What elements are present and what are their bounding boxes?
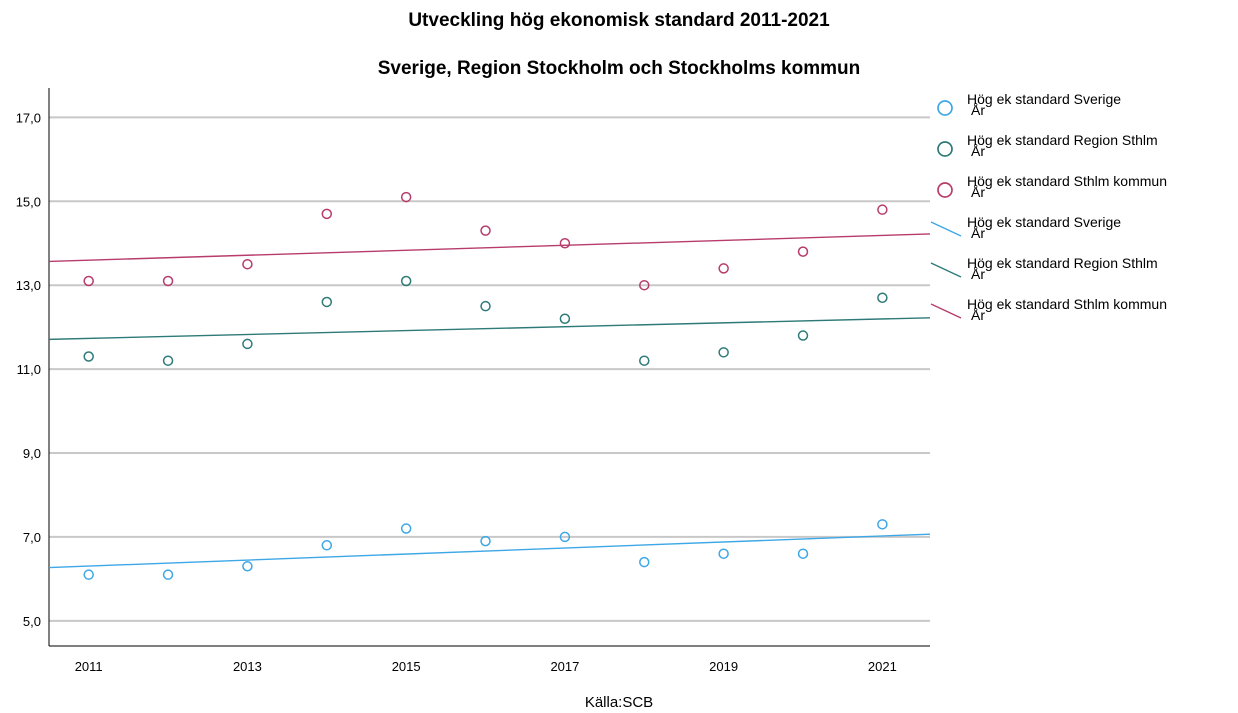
x-tick-label: 2013: [233, 659, 262, 674]
y-tick-label: 17,0: [16, 110, 41, 125]
y-tick-label: 13,0: [16, 278, 41, 293]
legend-marker-icon: [937, 100, 953, 116]
legend-sublabel: År: [971, 102, 985, 118]
data-point-series-1: [321, 296, 333, 308]
data-point-series-0: [321, 540, 333, 551]
y-tick-label: 7,0: [23, 530, 41, 545]
x-tick-label: 2019: [709, 659, 738, 674]
legend-sublabel: År: [971, 143, 985, 159]
data-point-series-2: [242, 258, 253, 270]
legend-label: Hög ek standard Region Sthlm: [967, 132, 1158, 148]
legend-line-icon: [930, 262, 962, 278]
data-point-series-2: [797, 246, 809, 257]
x-tick-label: 2017: [550, 659, 579, 674]
data-point-series-2: [162, 275, 174, 287]
data-point-series-1: [162, 355, 174, 366]
data-point-series-2: [718, 263, 729, 274]
legend-marker-icon: [937, 141, 953, 157]
data-point-series-0: [559, 531, 571, 543]
data-point-series-1: [480, 300, 491, 312]
x-tick-label: 2021: [868, 659, 897, 674]
data-point-series-0: [162, 569, 174, 580]
legend-item: Hög ek standard Region Sthlm År: [930, 133, 1238, 174]
data-point-series-0: [639, 556, 650, 568]
legend-item: Hög ek standard Sverige År: [930, 215, 1238, 256]
legend-label: Hög ek standard Sthlm kommun: [967, 173, 1167, 189]
legend-item: Hög ek standard Region Sthlm År: [930, 256, 1238, 297]
source-note: Källa:SCB: [584, 694, 654, 711]
data-point-series-2: [559, 237, 571, 249]
y-tick-label: 5,0: [23, 614, 41, 629]
y-tick-label: 11,0: [17, 362, 41, 377]
legend-item: Hög ek standard Sverige År: [930, 92, 1238, 133]
data-point-series-2: [400, 191, 412, 203]
legend-label: Hög ek standard Region Sthlm: [967, 255, 1158, 271]
data-point-series-1: [718, 347, 729, 358]
legend-line-icon: [930, 221, 962, 237]
data-point-series-1: [877, 292, 888, 304]
data-point-series-2: [639, 279, 650, 291]
data-point-series-1: [559, 313, 571, 325]
legend-marker-icon: [937, 182, 953, 198]
data-point-series-0: [480, 535, 491, 547]
legend-item: Hög ek standard Sthlm kommun År: [930, 174, 1238, 215]
data-point-series-0: [797, 548, 809, 559]
legend-item: Hög ek standard Sthlm kommun År: [930, 297, 1238, 338]
legend-sublabel: År: [971, 266, 985, 282]
data-point-series-1: [242, 338, 253, 350]
legend-sublabel: År: [971, 225, 985, 241]
data-point-series-0: [83, 569, 94, 580]
chart-legend: Hög ek standard Sverige År Hög ek standard…: [930, 92, 1238, 338]
data-point-series-1: [83, 351, 94, 362]
data-point-series-0: [242, 561, 253, 572]
data-point-series-2: [83, 275, 94, 287]
x-tick-label: 2011: [75, 659, 103, 674]
data-point-series-1: [797, 330, 809, 341]
data-point-series-0: [400, 523, 412, 534]
data-point-series-0: [718, 548, 729, 559]
y-tick-label: 15,0: [16, 194, 41, 209]
x-tick-label: 2015: [392, 659, 421, 674]
data-point-series-2: [480, 225, 491, 236]
legend-label: Hög ek standard Sverige: [967, 214, 1122, 230]
data-point-series-2: [321, 208, 333, 220]
fit-line-series-0: [48, 533, 931, 569]
legend-sublabel: År: [971, 184, 985, 200]
data-point-series-2: [877, 204, 888, 215]
data-point-series-1: [400, 275, 412, 287]
chart-subtitle: Sverige, Region Stockholm och Stockholms…: [377, 58, 861, 79]
legend-label: Hög ek standard Sverige: [967, 91, 1122, 107]
chart-title: Utveckling hög ekonomisk standard 2011-2…: [408, 10, 830, 31]
data-point-series-0: [877, 519, 888, 530]
fit-line-series-1: [48, 317, 931, 341]
fit-line-series-2: [48, 233, 931, 263]
legend-line-icon: [930, 303, 962, 319]
data-point-series-1: [639, 355, 650, 366]
legend-sublabel: År: [971, 307, 985, 323]
y-tick-label: 9,0: [23, 446, 41, 461]
legend-label: Hög ek standard Sthlm kommun: [967, 296, 1167, 312]
